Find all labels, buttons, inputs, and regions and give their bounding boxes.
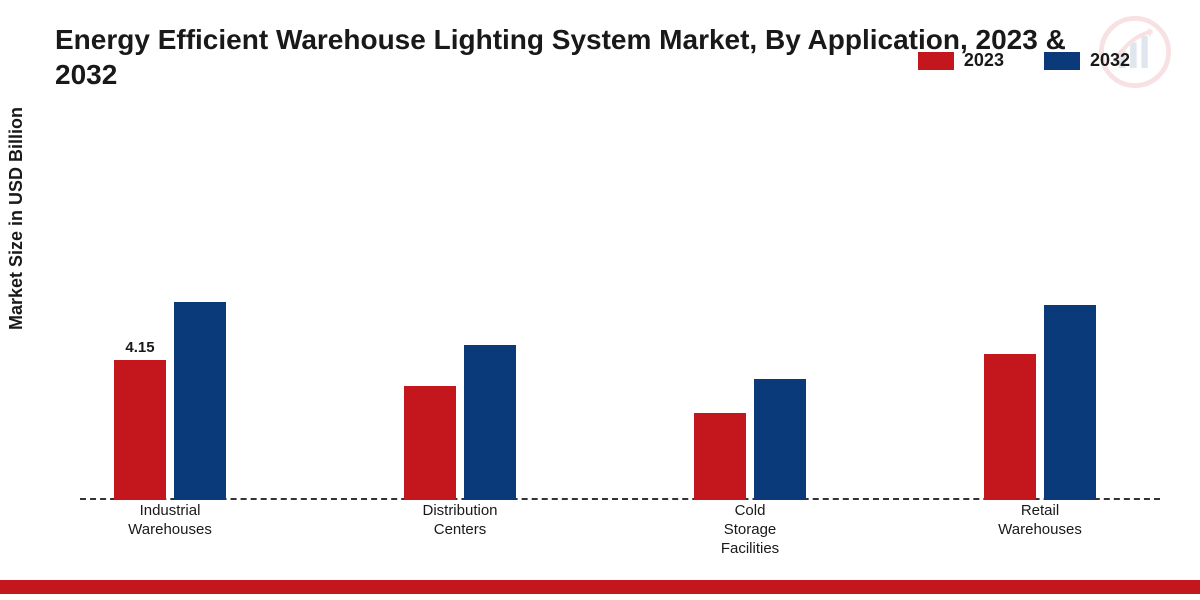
x-tick-label: Industrial Warehouses — [90, 502, 250, 540]
legend: 2023 2032 — [918, 50, 1130, 71]
bar-2032-0 — [174, 302, 226, 500]
plot-area: 4.15 — [80, 130, 1160, 500]
bar-2032-2 — [754, 379, 806, 500]
legend-item: 2023 — [918, 50, 1004, 71]
bar-2023-3 — [984, 354, 1036, 500]
bar-2032-3 — [1044, 305, 1096, 500]
bar-value-label: 4.15 — [100, 339, 180, 356]
x-axis-ticks: Industrial Warehouses Distribution Center… — [80, 502, 1160, 562]
bar-2023-1 — [404, 386, 456, 500]
x-tick-label: Distribution Centers — [380, 502, 540, 540]
chart-page: Energy Efficient Warehouse Lighting Syst… — [0, 0, 1200, 600]
y-axis-label: Market Size in USD Billion — [6, 107, 27, 330]
legend-swatch-2032 — [1044, 52, 1080, 70]
bar-group — [690, 130, 810, 500]
bar-2032-1 — [464, 345, 516, 500]
footer-accent-bar — [0, 580, 1200, 594]
bar-2023-2 — [694, 413, 746, 500]
bar-group — [400, 130, 520, 500]
bar-2023-0 — [114, 360, 166, 500]
bar-group: 4.15 — [110, 130, 230, 500]
x-tick-label: Cold Storage Facilities — [670, 502, 830, 558]
legend-item: 2032 — [1044, 50, 1130, 71]
legend-swatch-2023 — [918, 52, 954, 70]
x-tick-label: Retail Warehouses — [960, 502, 1120, 540]
bar-group — [980, 130, 1100, 500]
legend-label: 2032 — [1090, 50, 1130, 71]
legend-label: 2023 — [964, 50, 1004, 71]
